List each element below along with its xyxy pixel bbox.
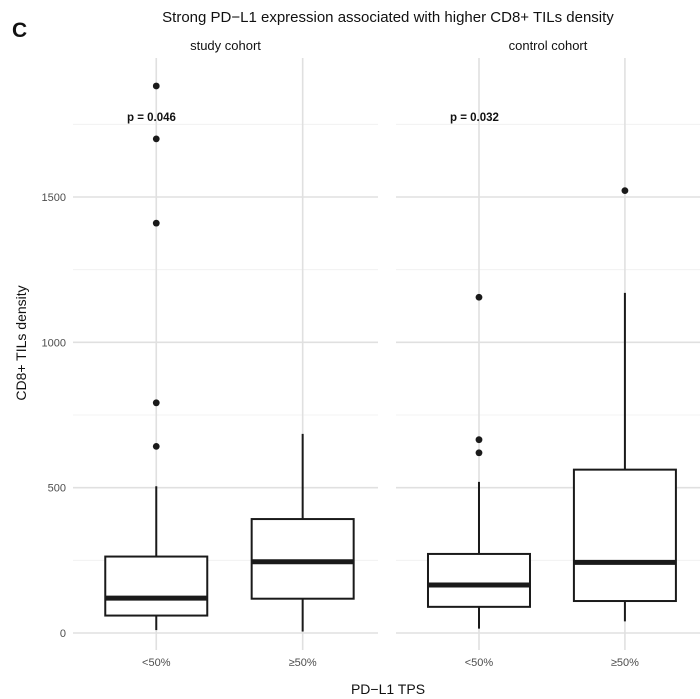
p-value-label: p = 0.046 xyxy=(127,112,176,124)
facet-label: control cohort xyxy=(509,38,588,53)
p-value-label: p = 0.032 xyxy=(450,112,499,124)
x-tick-label: ≥50% xyxy=(611,657,639,669)
y-tick-label: 1500 xyxy=(42,192,66,204)
chart-title: Strong PD−L1 expression associated with … xyxy=(162,9,614,26)
y-axis-title: CD8+ TILs density xyxy=(13,285,29,400)
facet-panel-2: control cohort p = 0.032 <50% ≥50% xyxy=(396,38,700,669)
y-tick-label: 1000 xyxy=(42,337,66,349)
outlier-point xyxy=(152,219,160,227)
box-iqr xyxy=(250,518,355,600)
outlier-point xyxy=(152,135,160,143)
outlier-point xyxy=(475,436,483,444)
x-tick-label: <50% xyxy=(465,657,494,669)
outlier-point xyxy=(475,293,483,301)
facet-label: study cohort xyxy=(190,38,261,53)
y-tick-label: 500 xyxy=(48,483,66,495)
outlier-point xyxy=(152,399,160,407)
box-iqr xyxy=(426,552,531,608)
outlier-point xyxy=(475,449,483,457)
box-iqr xyxy=(572,468,677,603)
x-tick-label: <50% xyxy=(142,657,171,669)
outlier-point xyxy=(152,442,160,450)
x-tick-label: ≥50% xyxy=(289,657,317,669)
panel-label: C xyxy=(12,19,27,42)
box-iqr xyxy=(104,555,209,617)
outlier-point xyxy=(621,187,629,195)
y-tick-label: 0 xyxy=(60,628,66,640)
facet-panel-1: study cohort p = 0.046 <50% ≥50% xyxy=(73,38,378,669)
x-axis-title: PD−L1 TPS xyxy=(351,681,425,697)
outlier-point xyxy=(152,82,160,90)
